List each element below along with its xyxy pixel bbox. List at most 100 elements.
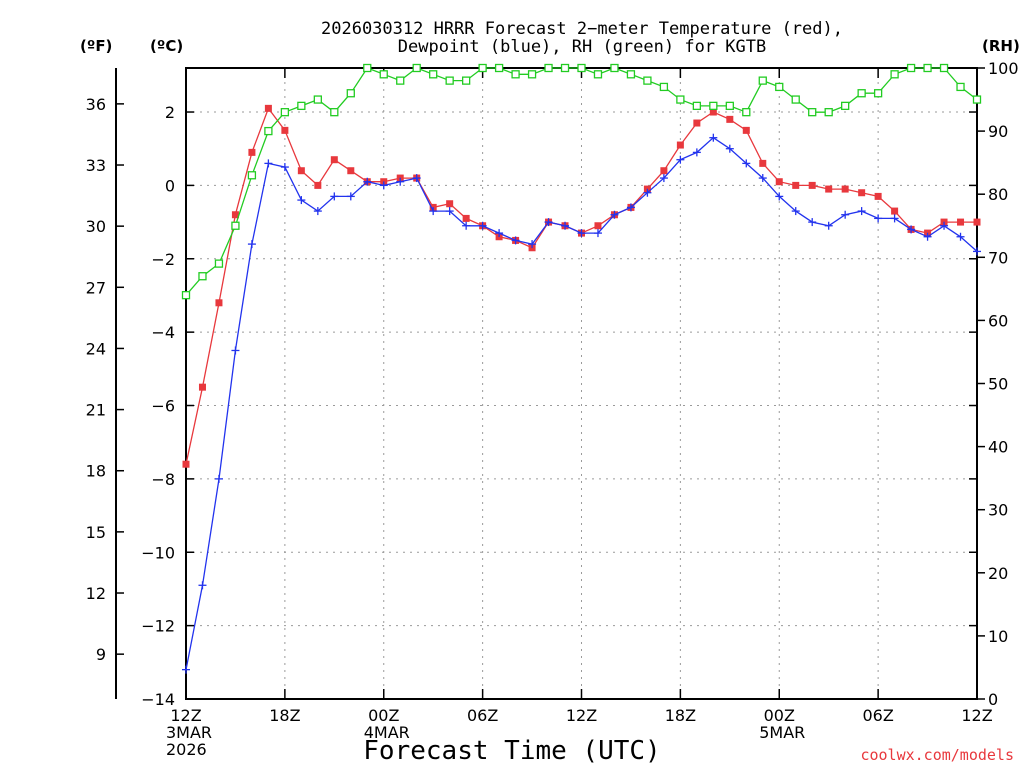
rh-point — [478, 63, 487, 73]
rh-point — [330, 108, 339, 117]
temperature-point — [594, 222, 602, 230]
temperature-point — [264, 104, 272, 112]
rh-point — [725, 101, 734, 111]
dewpoint-point — [182, 665, 190, 674]
dewpoint-point — [330, 192, 339, 201]
dewpoint-point — [643, 188, 652, 197]
rh-point — [956, 82, 965, 92]
rh-point — [659, 82, 669, 92]
temperature-point — [957, 218, 965, 226]
temperature-point — [330, 156, 338, 164]
x-tick-label: 3MAR — [166, 723, 212, 742]
celsius-tick-label: 2 — [165, 103, 175, 122]
rh-point — [560, 63, 570, 73]
dewpoint-point — [478, 221, 487, 230]
temperature-point — [281, 126, 289, 134]
rh-point — [626, 70, 636, 79]
temperature-point — [775, 178, 783, 186]
fahrenheit-tick-label: 27 — [86, 278, 106, 297]
temperature-point — [792, 181, 800, 189]
rh-tick-label: 60 — [988, 311, 1008, 330]
dewpoint-point — [659, 174, 668, 183]
rh-tick-label: 40 — [988, 438, 1008, 457]
temperature-point — [709, 108, 717, 116]
rh-point — [824, 108, 833, 117]
rh-tick-label: 70 — [988, 248, 1008, 267]
rh-point — [346, 89, 355, 98]
rh-point — [461, 76, 471, 85]
temperature-point — [347, 167, 355, 175]
celsius-tick-label: −10 — [141, 543, 175, 562]
dewpoint-point — [973, 247, 981, 256]
fahrenheit-tick-label: 30 — [86, 217, 106, 236]
dewpoint-point — [626, 203, 635, 212]
dewpoint-point — [940, 221, 949, 230]
dewpoint-point — [264, 159, 273, 168]
temperature-point — [248, 148, 256, 156]
rh-point — [775, 82, 784, 92]
dewpoint-point — [379, 181, 388, 190]
rh-point — [181, 291, 191, 300]
rh-tick-label: 10 — [988, 627, 1008, 646]
fahrenheit-tick-label: 15 — [86, 523, 106, 542]
dewpoint-point — [429, 207, 438, 216]
temperature-point — [726, 115, 734, 123]
rh-point — [527, 70, 537, 79]
rh-tick-label: 90 — [988, 122, 1008, 141]
dewpoint-point — [610, 210, 619, 219]
dewpoint-point — [956, 232, 965, 241]
rh-point — [264, 126, 273, 136]
dewpoint-point — [857, 207, 866, 216]
rh-point — [313, 95, 322, 104]
rh-point — [972, 95, 982, 104]
dewpoint-point — [593, 229, 602, 238]
dewpoint-point — [231, 346, 240, 355]
dewpoint-point — [396, 177, 405, 186]
temperature-point — [742, 126, 750, 134]
dewpoint-point — [462, 221, 471, 230]
dewpoint-point — [725, 144, 734, 153]
dewpoint-point — [676, 155, 685, 164]
dewpoint-point — [742, 159, 751, 168]
x-tick-label: 00Z — [368, 706, 399, 725]
rh-point — [577, 63, 586, 73]
dewpoint-point — [297, 196, 306, 205]
temperature-point — [693, 119, 701, 127]
dewpoint-point — [511, 236, 520, 245]
dewpoint-point — [791, 207, 800, 216]
rh-tick-label: 30 — [988, 501, 1008, 520]
dewpoint-point — [412, 174, 421, 183]
temperature-point — [759, 159, 767, 167]
rh-point — [906, 63, 916, 73]
rh-point — [396, 76, 405, 85]
rh-point — [593, 70, 603, 79]
tick-labels: 20−2−4−6−8−10−12−14363330272421181512910… — [86, 59, 1019, 759]
temperature-point — [182, 460, 190, 468]
temperature-point — [891, 207, 899, 215]
x-tick-label: 12Z — [961, 706, 992, 725]
temperature-point — [874, 192, 882, 200]
fahrenheit-tick-label: 36 — [86, 95, 106, 114]
rh-point — [939, 63, 949, 73]
dewpoint-point — [692, 148, 701, 157]
rh-tick-label: 0 — [988, 690, 998, 709]
dewpoint-point — [907, 225, 916, 234]
x-tick-label: 2026 — [166, 740, 207, 759]
rh-point — [873, 89, 883, 98]
dewpoint-point — [758, 174, 767, 183]
rh-point — [841, 101, 850, 111]
dewpoint-point — [495, 229, 504, 238]
rh-point — [610, 63, 619, 73]
fahrenheit-tick-label: 33 — [86, 156, 106, 175]
celsius-tick-label: −12 — [141, 617, 175, 636]
rh-tick-label: 100 — [988, 59, 1019, 78]
dewpoint-point — [577, 229, 586, 238]
dewpoint-point — [198, 581, 207, 590]
dewpoint-point — [544, 218, 553, 227]
celsius-tick-label: 0 — [165, 176, 175, 195]
x-tick-label: 18Z — [269, 706, 300, 725]
rh-point — [709, 101, 718, 111]
celsius-tick-label: −4 — [151, 323, 175, 342]
x-tick-label: 12Z — [566, 706, 597, 725]
